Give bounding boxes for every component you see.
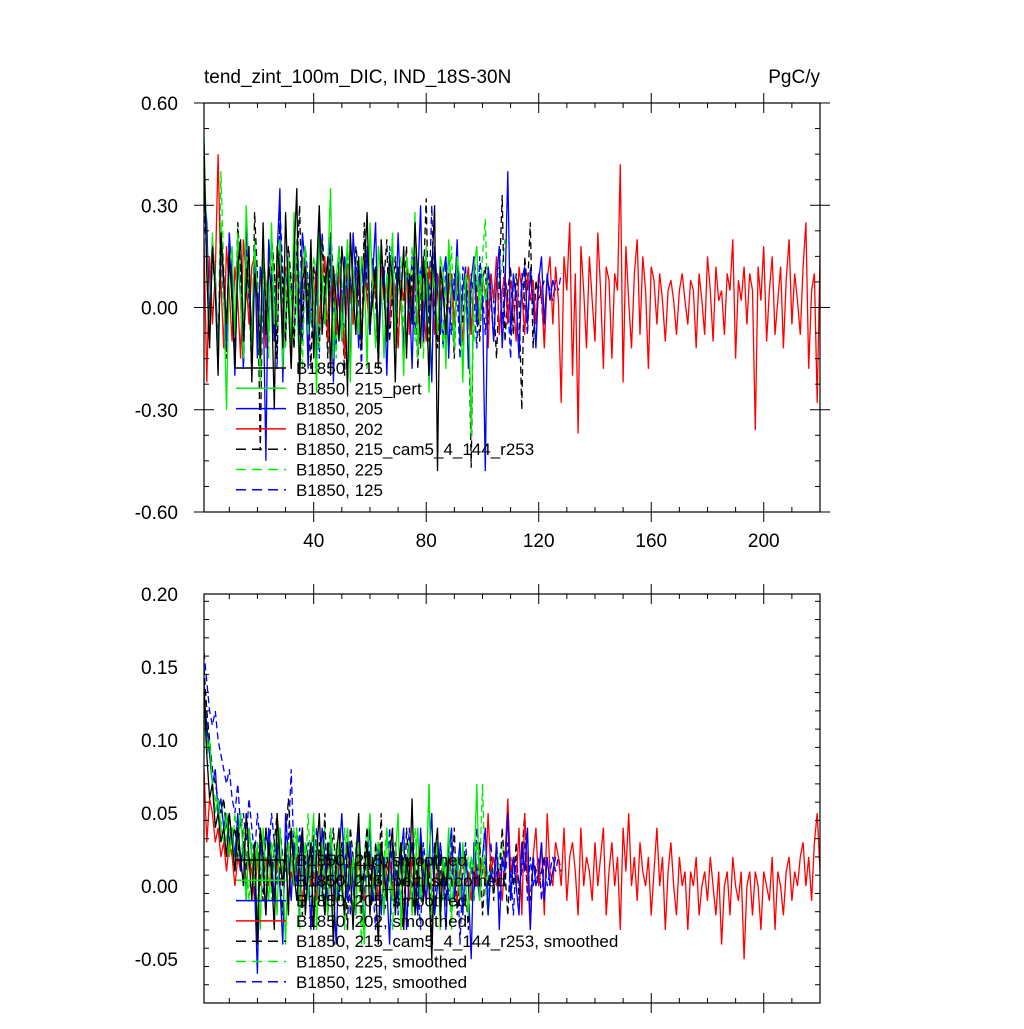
series-lines (204, 137, 820, 472)
y-tick-label: -0.60 (135, 503, 178, 524)
top-panel: 40 80 120 160 200 0.60 0.30 0.00 -0.30 -0.60 B1850… (135, 93, 830, 552)
legend-entry: B1850, 225, smoothed (296, 953, 467, 972)
x-tick-label: 200 (748, 531, 780, 552)
legend-entry: B1850, 125 (296, 481, 383, 500)
y-axis-ticks (204, 600, 820, 1004)
legend-entry: B1850, 225 (296, 461, 383, 480)
x-tick-label: 80 (416, 531, 437, 552)
y-tick-label: 0.20 (141, 585, 178, 606)
legend-entry: B1850, 205 (296, 400, 383, 419)
legend-entry: B1850, 202 (296, 420, 383, 439)
bottom-panel: 0.20 0.15 0.10 0.05 0.00 -0.05 B1850, 215, smo… (135, 584, 821, 1013)
x-axis-ticks (228, 93, 821, 522)
legend-entry: B1850, 215_cam5_4_144_r253, smoothed (296, 932, 618, 951)
series-lines (204, 652, 820, 974)
plot-frame (203, 593, 821, 1004)
y-tick-label: 0.00 (141, 877, 178, 898)
y-tick-label: 0.05 (141, 804, 178, 825)
series-line-0 (204, 681, 450, 960)
legend-entry: B1850, 125, smoothed (296, 973, 467, 992)
chart-units: PgC/y (768, 67, 820, 88)
legend-entry: B1850, 215 (296, 359, 383, 378)
y-tick-label: 0.60 (141, 94, 178, 115)
y-tick-label: -0.30 (135, 401, 178, 422)
legend-entry: B1850, 215, smoothed (296, 851, 467, 870)
legend-entry: B1850, 215_cam5_4_144_r253 (296, 440, 534, 459)
y-tick-label: -0.05 (135, 950, 178, 971)
x-tick-label: 160 (635, 531, 667, 552)
series-line-0 (204, 143, 450, 472)
y-axis-ticks (194, 102, 830, 513)
chart-title: tend_zint_100m_DIC, IND_18S-30N (204, 67, 511, 88)
y-tick-label: 0.10 (141, 731, 178, 752)
y-tick-label: 0.15 (141, 658, 178, 679)
legend-entry: B1850, 205, smoothed (296, 892, 467, 911)
y-tick-label: 0.00 (141, 299, 178, 320)
y-tick-label: 0.30 (141, 196, 178, 217)
legend-entry: B1850, 215_pert (296, 379, 422, 398)
legend-entry: B1850, 202, smoothed (296, 912, 467, 931)
legend-entry: B1850, 215_pert, smoothed (296, 871, 506, 890)
x-axis-ticks (228, 584, 821, 1013)
x-tick-label: 120 (523, 531, 555, 552)
x-tick-label: 40 (303, 531, 324, 552)
